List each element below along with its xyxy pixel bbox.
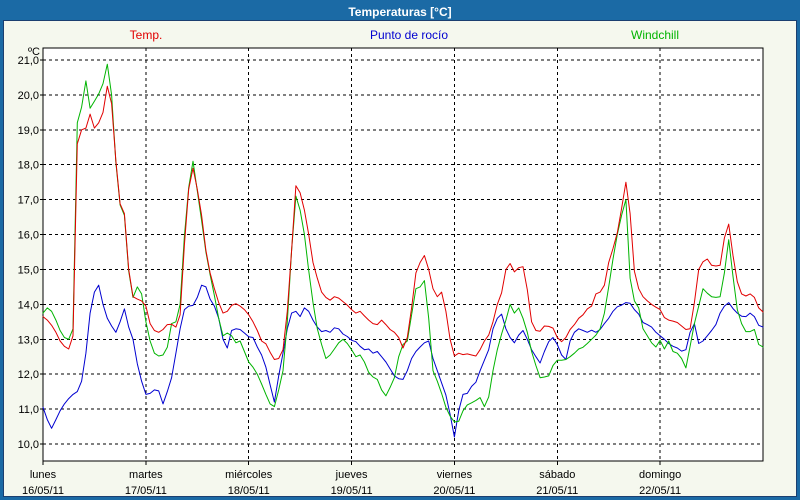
legend-dewpoint-label: Punto de rocío	[369, 28, 449, 42]
legend-windchill-label: Windchill	[630, 28, 680, 42]
window-title: Temperaturas [°C]	[348, 4, 452, 19]
chart-content-area	[3, 20, 797, 497]
window-titlebar[interactable]: Temperaturas [°C]	[3, 3, 797, 20]
legend-temp-label: Temp.	[129, 28, 163, 42]
